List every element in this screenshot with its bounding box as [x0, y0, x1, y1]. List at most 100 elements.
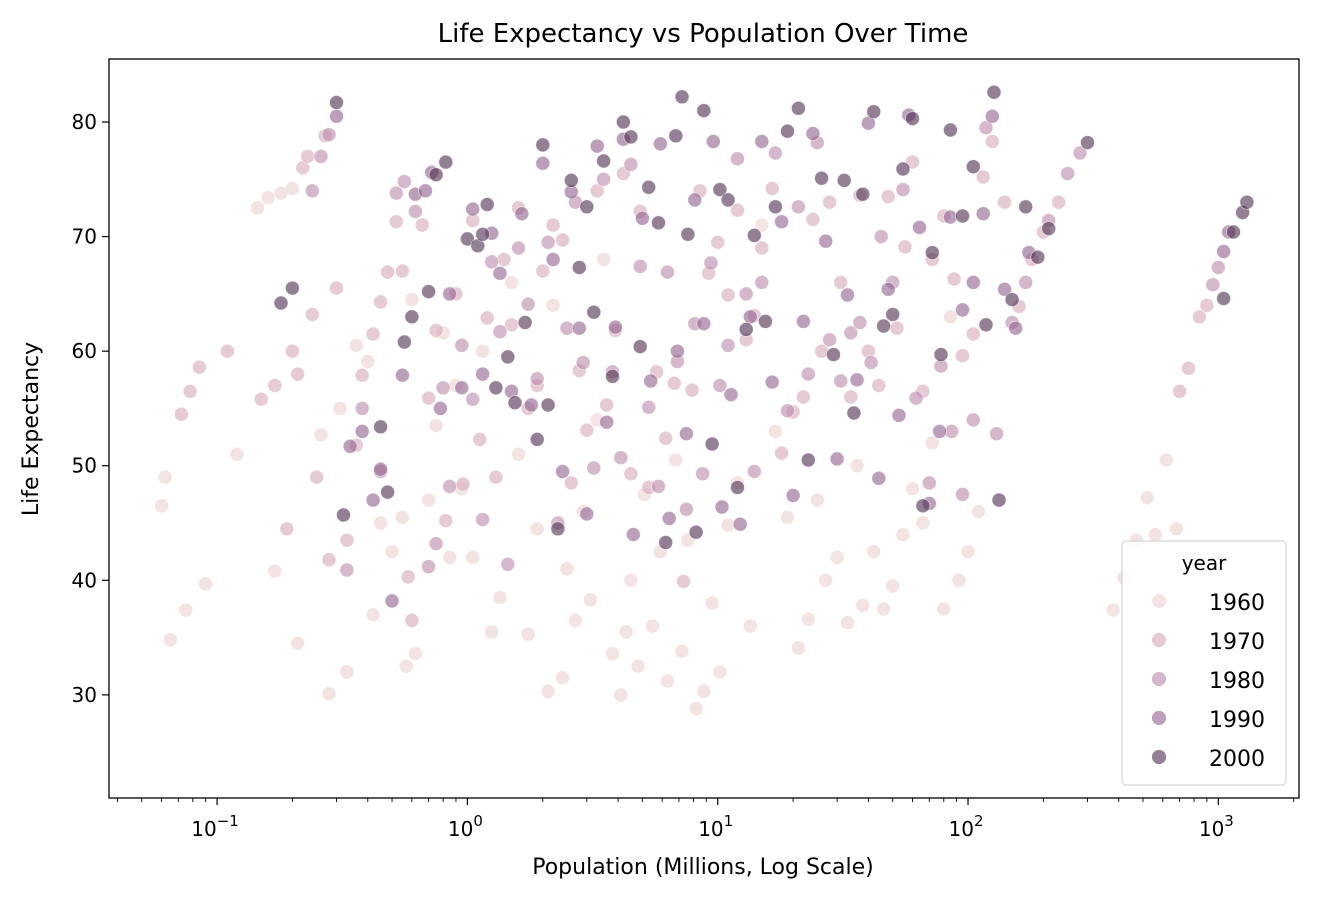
- point-1980-22: [540, 234, 556, 250]
- point-1960-20: [384, 544, 400, 560]
- legend-label-1980: 1980: [1209, 669, 1265, 694]
- point-1960-61: [696, 684, 712, 699]
- point-2000-2: [284, 280, 300, 296]
- point-1970-91: [997, 194, 1012, 210]
- point-1960-12: [313, 427, 329, 443]
- y-axis-title: Life Expectancy: [19, 342, 44, 516]
- point-1960-50: [618, 624, 634, 640]
- point-2000-7: [404, 309, 420, 325]
- point-1970-29: [438, 513, 454, 529]
- point-1960-72: [809, 492, 825, 508]
- point-1960-34: [492, 590, 508, 605]
- point-1990-48: [796, 313, 811, 329]
- point-1970-96: [1172, 383, 1187, 399]
- point-1960-86: [943, 309, 958, 325]
- point-1970-16: [339, 532, 355, 548]
- point-1960-75: [840, 615, 855, 631]
- point-1980-15: [475, 512, 491, 527]
- point-1960-84: [924, 435, 940, 451]
- point-1970-34: [479, 310, 495, 326]
- point-2000-14: [479, 197, 495, 212]
- point-1970-20: [373, 294, 389, 310]
- point-1960-3: [178, 602, 194, 618]
- point-1970-10: [300, 148, 316, 164]
- point-1990-2: [354, 423, 370, 439]
- point-1960-35: [504, 274, 519, 290]
- point-1980-35: [660, 264, 675, 280]
- point-1980-44: [738, 286, 754, 302]
- point-1970-78: [871, 378, 887, 393]
- y-tick-label-3: 60: [72, 339, 97, 363]
- legend-label-1990: 1990: [1209, 708, 1265, 733]
- point-1960-41: [555, 670, 570, 686]
- point-1960-54: [645, 618, 661, 634]
- point-1960-37: [520, 626, 536, 642]
- point-1990-55: [871, 470, 887, 486]
- point-1980-43: [730, 151, 745, 167]
- point-1990-19: [523, 397, 539, 413]
- point-1970-8: [290, 366, 306, 382]
- point-1990-52: [840, 287, 855, 303]
- point-1970-68: [774, 445, 789, 461]
- y-tick-label-1: 40: [72, 568, 97, 592]
- legend-items: 1960 1970 1980 1990 2000: [1151, 591, 1265, 772]
- point-1960-0: [154, 498, 170, 514]
- point-2000-43: [730, 480, 745, 495]
- point-1990-61: [932, 423, 947, 439]
- point-1970-80: [889, 320, 905, 336]
- legend-label-2000: 2000: [1209, 747, 1265, 772]
- legend-label-1960: 1960: [1209, 591, 1265, 616]
- point-1970-12: [309, 469, 325, 485]
- point-1960-93: [1139, 490, 1155, 506]
- point-2000-10: [438, 154, 454, 170]
- point-1970-87: [955, 348, 970, 364]
- point-2000-60: [905, 111, 920, 126]
- point-1970-36: [496, 252, 512, 267]
- point-1960-31: [465, 550, 481, 565]
- legend-marker-2000: [1151, 749, 1167, 765]
- point-1990-14: [475, 366, 491, 382]
- point-1990-47: [785, 488, 801, 503]
- y-axis: 30 40 50 60 70 80: [72, 110, 109, 707]
- point-1990-12: [454, 380, 470, 396]
- point-1990-37: [687, 192, 703, 208]
- point-2000-54: [846, 405, 862, 421]
- point-2000-73: [1041, 221, 1057, 237]
- point-1980-11: [435, 380, 451, 396]
- legend-marker-1990: [1151, 710, 1167, 726]
- point-1970-2: [191, 359, 207, 375]
- point-1960-88: [960, 544, 976, 560]
- point-2000-42: [720, 192, 736, 208]
- point-1960-13: [321, 686, 337, 702]
- point-1980-71: [1060, 166, 1075, 182]
- point-1960-39: [540, 684, 556, 699]
- point-1970-7: [284, 343, 300, 359]
- point-1960-21: [394, 509, 410, 525]
- y-tick-label-5: 80: [72, 110, 97, 134]
- point-1980-31: [623, 156, 639, 172]
- point-1990-68: [1008, 320, 1024, 336]
- point-1960-14: [332, 400, 348, 416]
- point-1960-96: [1169, 521, 1184, 537]
- point-1960-79: [876, 601, 891, 617]
- point-1990-18: [514, 206, 530, 222]
- point-1990-44: [754, 134, 770, 149]
- point-1990-16: [492, 265, 508, 281]
- point-1980-57: [873, 229, 889, 245]
- point-1990-1: [342, 438, 358, 454]
- x-axis: 10−1 100 101 102 103: [117, 798, 1295, 841]
- point-1990-45: [764, 374, 780, 390]
- point-1970-74: [833, 274, 849, 290]
- point-1980-67: [989, 426, 1004, 442]
- point-1980-10: [428, 536, 444, 551]
- point-1960-74: [829, 550, 845, 565]
- point-1960-49: [613, 687, 629, 703]
- point-1960-58: [674, 643, 690, 659]
- point-1990-30: [625, 527, 641, 542]
- point-1980-32: [632, 258, 648, 274]
- point-1970-31: [455, 476, 471, 492]
- point-1970-22: [388, 214, 404, 230]
- point-1970-18: [354, 367, 370, 383]
- point-1970-51: [623, 466, 639, 482]
